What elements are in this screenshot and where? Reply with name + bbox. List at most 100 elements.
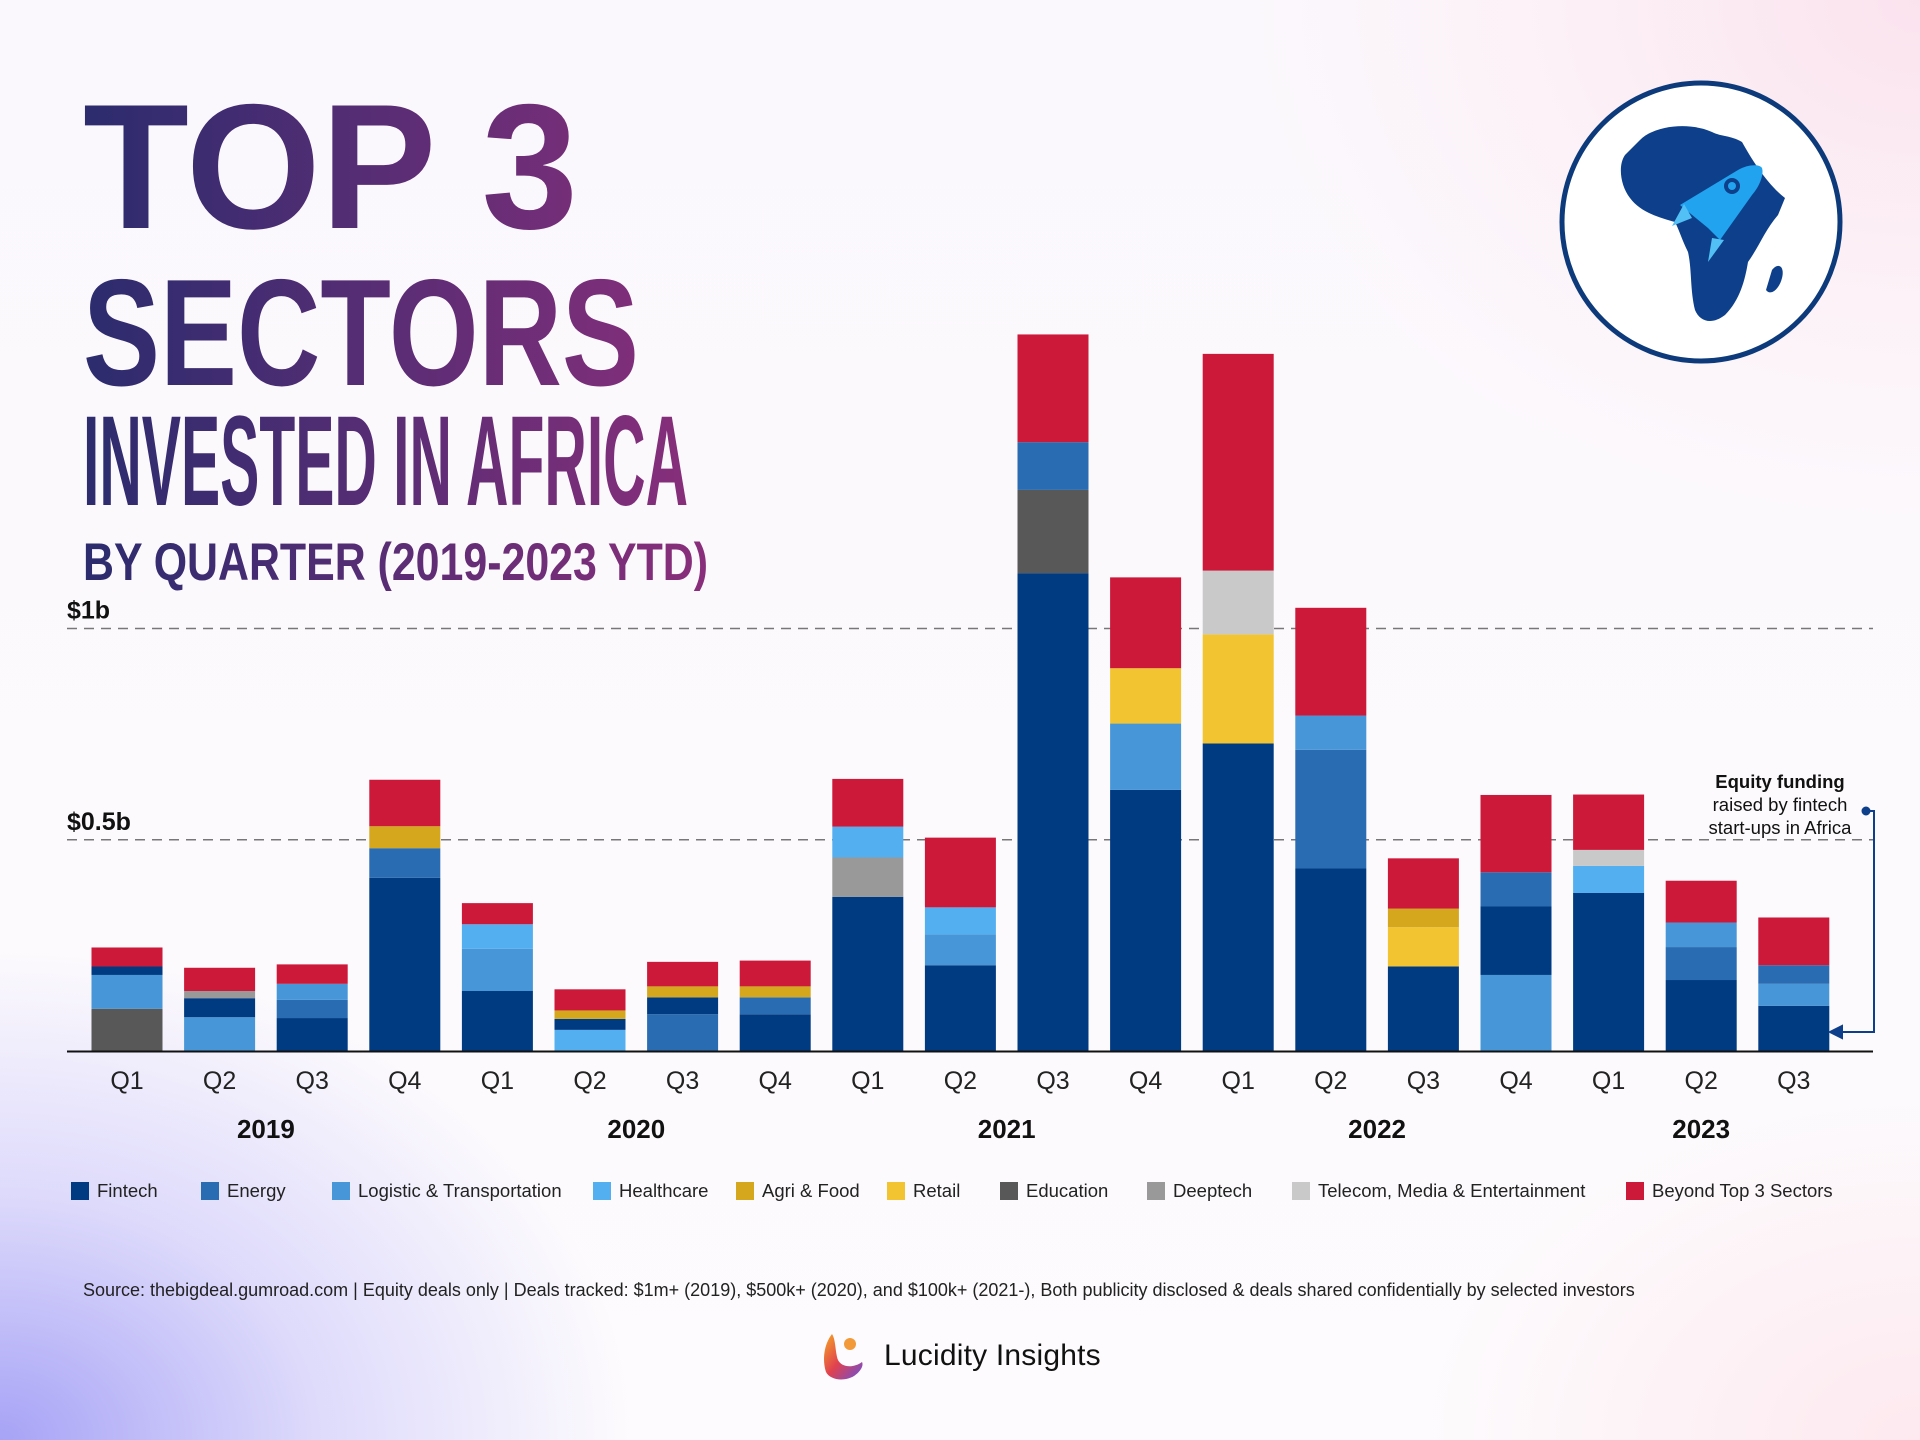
bar-segment-beyond-top-3-sectors (461, 903, 533, 925)
bar-segment-fintech (832, 896, 904, 1051)
bar-segment-energy (369, 848, 441, 878)
bar-segment-agri-food (647, 986, 719, 998)
x-tick-label: Q4 (759, 1067, 792, 1095)
bar-segment-beyond-top-3-sectors (91, 947, 163, 967)
bar-segment-education (91, 1008, 163, 1051)
x-tick-label: Q1 (110, 1067, 143, 1095)
bar-segment-beyond-top-3-sectors (276, 964, 348, 984)
legend-swatch (593, 1182, 611, 1200)
bar-segment-beyond-top-3-sectors (1665, 880, 1737, 923)
bar-segment-fintech (1758, 1005, 1830, 1051)
annotation-line-2: raised by fintech (1712, 794, 1848, 815)
title-line-3: INVESTED IN AFRICA (83, 390, 688, 533)
annotation-line-3: start-ups in Africa (1708, 817, 1852, 838)
bar-segment-beyond-top-3-sectors (1480, 794, 1552, 873)
bar-segment-fintech (1295, 868, 1367, 1051)
year-label: 2019 (237, 1114, 295, 1144)
legend-swatch (736, 1182, 754, 1200)
bar-segment-fintech (924, 965, 996, 1051)
bar-segment-fintech (1202, 743, 1274, 1051)
legend-item: Education (1000, 1180, 1108, 1202)
bar-segment-telecom-media-entertainment (1202, 570, 1274, 635)
bar-segment-healthcare (461, 924, 533, 949)
bar-segment-logistic-transportation (184, 1017, 256, 1051)
bar-segment-fintech (184, 998, 256, 1018)
legend-item: Logistic & Transportation (332, 1180, 562, 1202)
y-axis-label: $1b (67, 597, 110, 625)
bar-segment-fintech (1665, 980, 1737, 1051)
year-label: 2021 (978, 1114, 1036, 1144)
bar-segment-fintech (1573, 892, 1645, 1051)
year-label: 2023 (1672, 1114, 1730, 1144)
annotation-title: Equity funding (1715, 771, 1845, 792)
bar-segment-education (1017, 489, 1089, 574)
bar-segment-fintech (369, 877, 441, 1051)
bar-segment-agri-food (1387, 908, 1459, 928)
year-label: 2020 (607, 1114, 665, 1144)
chart-legend: Fintech Energy Logistic & Transportation He… (0, 1180, 1920, 1204)
x-tick-label: Q3 (1407, 1067, 1440, 1095)
x-tick-label: Q2 (1685, 1067, 1718, 1095)
bar-segment-beyond-top-3-sectors (1573, 794, 1645, 850)
bar-segment-agri-food (739, 986, 811, 998)
legend-label: Fintech (97, 1180, 158, 1201)
bar-segment-healthcare (554, 1029, 626, 1051)
year-label: 2022 (1348, 1114, 1406, 1144)
annotation-bracket (1827, 806, 1875, 1040)
lucidity-logo-icon (824, 1334, 863, 1380)
legend-label: Healthcare (619, 1180, 709, 1201)
subtitle: BY QUARTER (2019-2023 YTD) (83, 533, 708, 592)
legend-label: Telecom, Media & Entertainment (1318, 1180, 1586, 1201)
bar-segment-logistic-transportation (1665, 922, 1737, 948)
x-tick-label: Q3 (296, 1067, 329, 1095)
africa-rocket-badge (1559, 80, 1843, 364)
bar-segment-logistic-transportation (276, 983, 348, 1000)
x-tick-label: Q3 (666, 1067, 699, 1095)
bar-segment-logistic-transportation (1758, 983, 1830, 1006)
bar-segment-agri-food (369, 826, 441, 849)
legend-item: Beyond Top 3 Sectors (1626, 1180, 1833, 1202)
source-note: Source: thebigdeal.gumroad.com | Equity … (83, 1280, 1635, 1300)
bar-segment-beyond-top-3-sectors (1017, 334, 1089, 443)
legend-item: Healthcare (593, 1180, 708, 1202)
x-tick-label: Q1 (1592, 1067, 1625, 1095)
legend-item: Retail (887, 1180, 960, 1202)
x-tick-label: Q4 (388, 1067, 421, 1095)
title-line-1: TOP 3 (83, 67, 578, 266)
legend-swatch (1626, 1182, 1644, 1200)
bar-segment-beyond-top-3-sectors (647, 961, 719, 987)
rocket-icon (1672, 165, 1763, 262)
bar-segment-beyond-top-3-sectors (1202, 353, 1274, 571)
bar-segment-beyond-top-3-sectors (924, 837, 996, 908)
bar-segment-fintech (1110, 789, 1182, 1051)
bar-segment-logistic-transportation (461, 948, 533, 992)
x-tick-label: Q3 (1777, 1067, 1810, 1095)
legend-label: Deeptech (1173, 1180, 1253, 1201)
legend-label: Beyond Top 3 Sectors (1652, 1180, 1833, 1201)
bar-segment-fintech (647, 997, 719, 1015)
stacked-bar-chart: $0.5b $1b Q1 Q2 Q3 Q4 Q1 Q2 Q3 Q4 Q1 Q2 Q3 Q4 Q1 Q2 Q3 Q4… (67, 334, 1873, 1144)
legend-item: Deeptech (1147, 1180, 1252, 1202)
title-line-2: SECTORS (83, 248, 639, 418)
legend-swatch (1292, 1182, 1310, 1200)
bar-segment-agri-food (554, 1010, 626, 1019)
fintech-annotation: Equity funding raised by fintech start-u… (1680, 770, 1880, 839)
bar-segment-beyond-top-3-sectors (1295, 607, 1367, 716)
legend-swatch (71, 1182, 89, 1200)
x-tick-label: Q4 (1129, 1067, 1162, 1095)
bar-segment-energy (276, 999, 348, 1019)
bar-segment-energy (1758, 965, 1830, 984)
bar-segment-energy (1480, 872, 1552, 907)
x-tick-label: Q3 (1036, 1067, 1069, 1095)
legend-swatch (887, 1182, 905, 1200)
bar-segment-fintech (276, 1018, 348, 1051)
bar-segment-logistic-transportation (1295, 715, 1367, 750)
bar-segment-healthcare (1573, 865, 1645, 893)
legend-swatch (1147, 1182, 1165, 1200)
bar-segment-deeptech (184, 991, 256, 999)
bar-segment-beyond-top-3-sectors (832, 778, 904, 827)
bar-segment-beyond-top-3-sectors (1387, 858, 1459, 909)
brand-logo: Lucidity Insights (820, 1330, 1101, 1382)
bar-segment-fintech (1480, 906, 1552, 975)
